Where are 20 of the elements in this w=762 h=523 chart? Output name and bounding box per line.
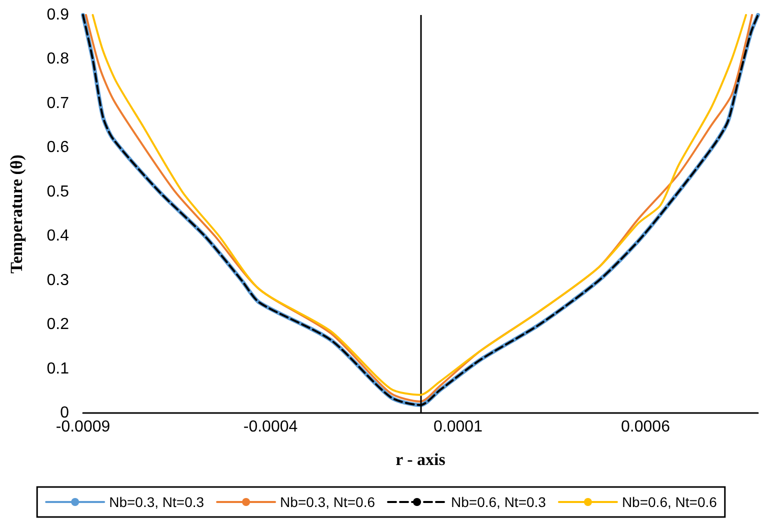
- y-tick-label: 0.3: [46, 272, 70, 289]
- y-tick-label: 0.6: [46, 139, 70, 156]
- y-tick-label: 0: [60, 404, 70, 422]
- y-tick-label: 0.2: [46, 316, 70, 334]
- legend-label: Nb=0.6, Nt=0.3: [451, 494, 546, 510]
- x-tick-label: 0.0001: [434, 418, 483, 436]
- legend-label: Nb=0.6, Nt=0.6: [622, 494, 718, 510]
- x-axis-title: r - axis: [396, 450, 446, 469]
- legend-label: Nb=0.3, Nt=0.3: [109, 494, 204, 510]
- legend-label: Nb=0.3, Nt=0.6: [280, 494, 376, 510]
- y-tick-label: 0.5: [46, 183, 70, 200]
- x-tick-label: 0.0006: [621, 418, 670, 436]
- x-tick-label: -0.0009: [56, 418, 110, 436]
- y-axis-title: Temperature (θ): [7, 154, 26, 274]
- y-tick-label: 0.4: [46, 228, 70, 245]
- y-tick-label: 0.8: [46, 50, 70, 68]
- y-tick-label: 0.1: [46, 360, 70, 378]
- x-tick-label: -0.0004: [243, 418, 298, 436]
- y-tick-label: 0.9: [46, 6, 70, 24]
- y-tick-label: 0.7: [46, 94, 70, 112]
